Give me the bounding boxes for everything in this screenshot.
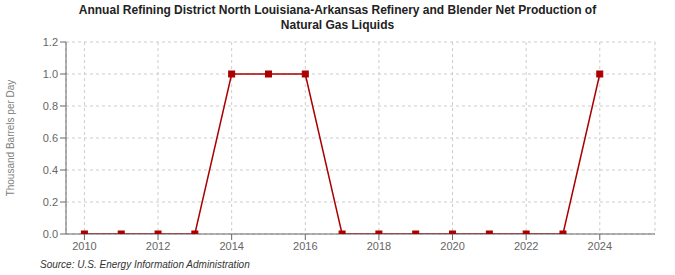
svg-text:1.2: 1.2 — [43, 36, 58, 48]
svg-text:1.0: 1.0 — [43, 68, 58, 80]
svg-text:2024: 2024 — [588, 240, 612, 252]
svg-text:2010: 2010 — [72, 240, 96, 252]
html-text:Annual Refining District North: Annual Refining District North Louisiana… — [78, 3, 597, 17]
svg-text:Thousand Barrels per Day: Thousand Barrels per Day — [8, 80, 16, 197]
svg-text:2012: 2012 — [146, 240, 170, 252]
svg-text:0.0: 0.0 — [43, 228, 58, 240]
svg-text:2014: 2014 — [219, 240, 243, 252]
svg-text:0.2: 0.2 — [43, 196, 58, 208]
svg-text:0.8: 0.8 — [43, 100, 58, 112]
svg-text:2020: 2020 — [440, 240, 464, 252]
svg-text:2018: 2018 — [367, 240, 391, 252]
svg-text:0.4: 0.4 — [43, 164, 58, 176]
svg-text:2022: 2022 — [514, 240, 538, 252]
svg-text:2016: 2016 — [293, 240, 317, 252]
html-text:Source: U.S. Energy Informatio: Source: U.S. Energy Information Administ… — [40, 259, 250, 270]
html-text:Natural Gas Liquids: Natural Gas Liquids — [280, 18, 395, 32]
svg-text:0.6: 0.6 — [43, 132, 58, 144]
